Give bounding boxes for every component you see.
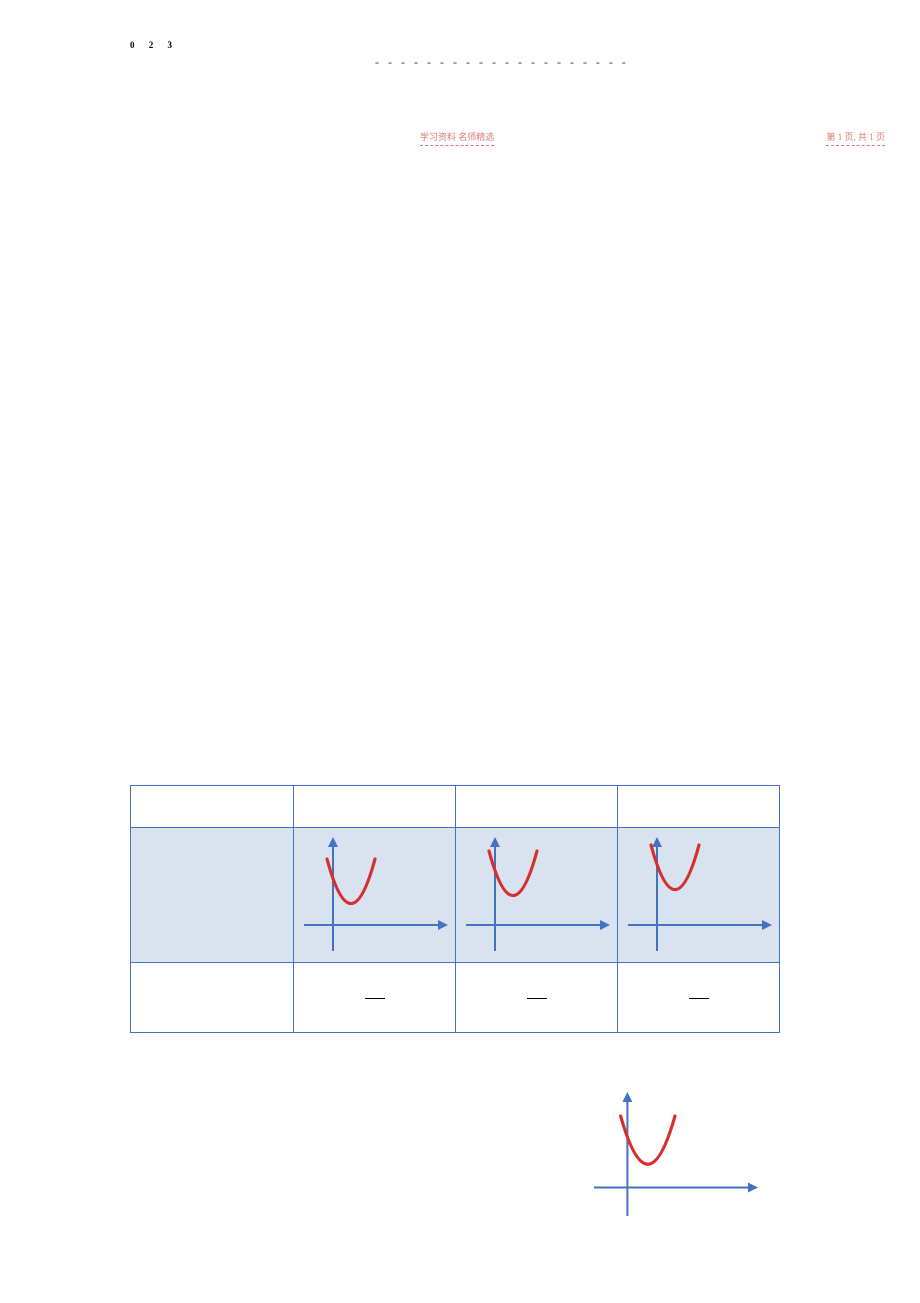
dash-symbol [527,998,547,999]
parabola-graph [590,1090,760,1220]
bottom-parabola-graph [590,1090,760,1225]
table-graph-row [131,828,780,963]
top-dash-line: - - - - - - - - - - - - - - - - - - - - [375,55,629,70]
table-dash-row [131,963,780,1033]
graph-cell [294,828,456,963]
watermark-right: 第 1 页, 共 1 页 [826,130,885,146]
table-header-row [131,786,780,828]
page-number-strip: 0 2 3 [130,40,178,50]
dash-row-label-cell [131,963,294,1033]
parabola-graph [624,835,774,955]
header-cell [618,786,780,828]
header-cell [294,786,456,828]
dash-cell [456,963,618,1033]
dash-symbol [689,998,709,999]
graph-table [130,785,780,1033]
graph-cell [618,828,780,963]
table [130,785,780,1033]
watermark-left: 学习资料 名师精选 [420,130,494,146]
dash-cell [618,963,780,1033]
dash-symbol [365,998,385,999]
dash-cell [294,963,456,1033]
graph-cell [456,828,618,963]
header-cell [456,786,618,828]
graph-row-label-cell [131,828,294,963]
parabola-graph [462,835,612,955]
parabola-graph [300,835,450,955]
header-cell [131,786,294,828]
